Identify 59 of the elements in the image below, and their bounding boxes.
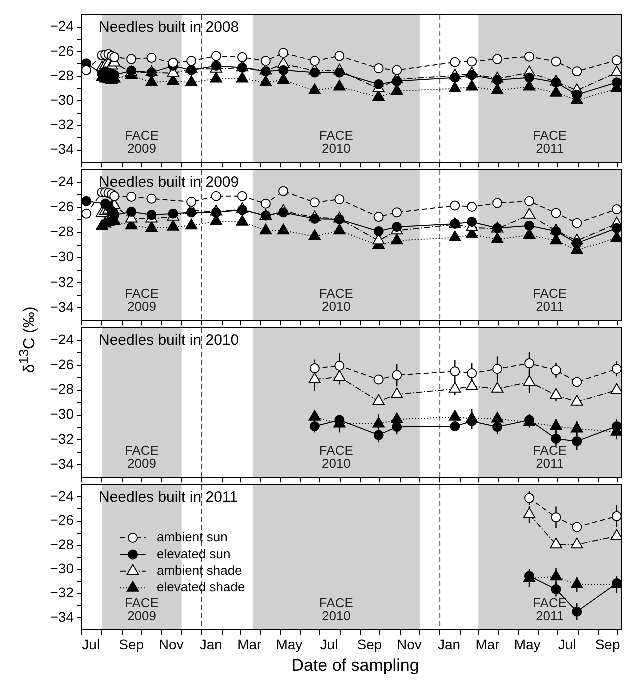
chart-title: Needles built in 2011 (99, 489, 238, 506)
band-label: FACE 2009 (125, 596, 160, 624)
x-tick-label: Jul (320, 636, 338, 652)
y-tick-label: −24 (50, 331, 74, 348)
y-tick-label: −28 (50, 67, 74, 84)
band-label: FACE 2011 (533, 286, 568, 314)
legend-label: elevated shade (157, 580, 246, 595)
legend-label: ambient shade (157, 562, 242, 578)
band-label: FACE 2011 (533, 443, 568, 472)
y-tick-label: −28 (50, 381, 74, 398)
y-tick-label: −32 (50, 584, 74, 601)
y-tick-label: −32 (50, 274, 74, 290)
y-tick-label: −34 (50, 456, 74, 472)
x-tick-label: May (514, 636, 541, 652)
x-tick-label: Jul (558, 636, 576, 652)
chart-title: Needles built in 2008 (99, 19, 240, 36)
x-tick-label: Jan (200, 636, 222, 652)
band-label: FACE 2010 (319, 443, 354, 472)
x-tick-label: Jul (82, 636, 100, 652)
chart-title: Needles built in 2010 (99, 332, 240, 350)
y-tick-label: −24 (50, 18, 74, 34)
band-label: FACE 2009 (125, 286, 160, 314)
x-axis-title: Date of sampling (290, 656, 420, 676)
y-tick-label: −34 (50, 608, 74, 625)
y-tick-label: −30 (50, 92, 74, 108)
y-tick-label: −32 (50, 431, 74, 448)
band-label: FACE 2010 (319, 128, 354, 156)
y-tick-label: −30 (50, 406, 74, 422)
x-tick-label: Nov (397, 636, 422, 652)
band-label: FACE 2011 (533, 596, 568, 624)
y-tick-label: −30 (50, 560, 74, 576)
y-tick-label: −32 (50, 116, 74, 133)
band-label: FACE 2009 (125, 128, 160, 156)
y-tick-label: −30 (50, 248, 74, 265)
y-tick-label: −34 (50, 298, 74, 315)
x-tick-label: Mar (476, 636, 500, 652)
y-tick-label: −28 (50, 224, 74, 240)
y-tick-label: −34 (50, 141, 74, 158)
band-label: FACE 2010 (319, 596, 354, 624)
x-tick-label: Nov (158, 636, 184, 652)
y-tick-label: −28 (50, 536, 74, 552)
x-tick-label: Sep (595, 636, 620, 652)
band-label: FACE 2010 (319, 286, 354, 314)
legend-label: ambient sun (157, 530, 228, 545)
band-label: FACE 2011 (533, 128, 568, 156)
y-tick-label: −26 (50, 356, 74, 372)
chart-title: Needles built in 2009 (99, 174, 240, 192)
y-tick-label: −24 (50, 173, 74, 190)
x-tick-label: Sep (119, 636, 144, 652)
legend-label: elevated sun (157, 546, 231, 562)
x-tick-label: Sep (357, 636, 382, 652)
y-tick-label: −26 (50, 512, 74, 528)
y-tick-label: −24 (50, 488, 74, 504)
band-label: FACE 2009 (125, 443, 160, 472)
x-tick-label: Mar (238, 636, 262, 652)
x-tick-label: May (276, 636, 303, 652)
y-tick-label: −26 (50, 42, 74, 59)
y-tick-label: −26 (50, 198, 74, 215)
x-tick-label: Jan (438, 636, 461, 652)
